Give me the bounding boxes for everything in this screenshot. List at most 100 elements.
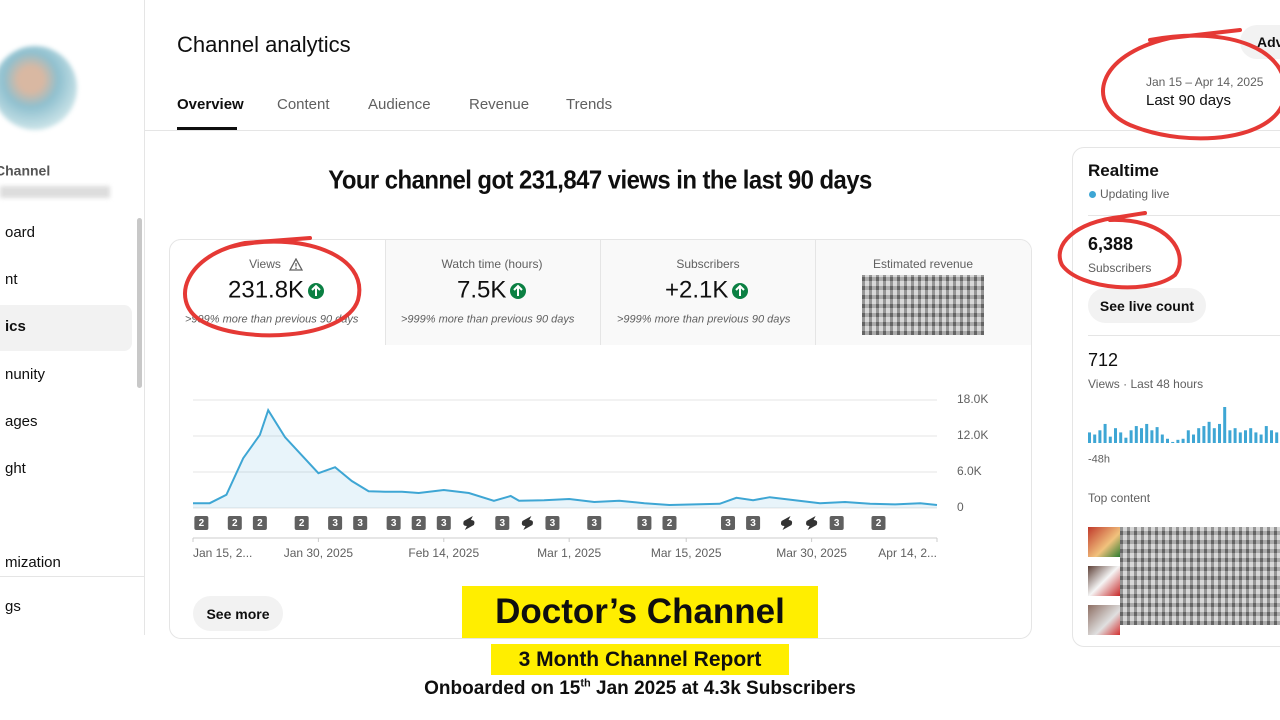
realtime-bar <box>1181 438 1185 443</box>
overlay-subtitle: 3 Month Channel Report <box>491 644 789 675</box>
subscriber-label: Subscribers <box>1088 260 1152 275</box>
realtime-bar <box>1166 438 1169 443</box>
marker-badge <box>545 516 560 530</box>
thumbnail[interactable] <box>1088 566 1120 596</box>
marker-badge <box>227 516 242 530</box>
nav-item[interactable]: mization <box>5 554 61 571</box>
nav-item[interactable]: ics <box>5 318 26 335</box>
marker-badge <box>353 516 368 530</box>
realtime-bar <box>1108 436 1112 443</box>
tab[interactable]: Content <box>277 96 330 113</box>
note-text: Jan 2025 at 4.3k Subscribers <box>590 677 856 699</box>
tab[interactable]: Trends <box>566 96 613 113</box>
overlay-title: Doctor’s Channel <box>462 586 818 638</box>
marker-badge <box>294 516 309 530</box>
upload-marker <box>520 516 535 530</box>
area <box>193 410 937 508</box>
upload-marker: 3 <box>353 516 368 530</box>
marker-label: 2 <box>199 518 205 529</box>
marker-badge <box>871 516 886 530</box>
realtime-bar <box>1129 430 1133 443</box>
marker-badge <box>587 516 602 530</box>
tab[interactable]: Revenue <box>469 96 530 113</box>
overlay-title-text: Doctor’s Channel <box>495 592 785 631</box>
metric-label[interactable]: Subscribers <box>676 256 740 271</box>
thumbnail[interactable] <box>1088 527 1120 557</box>
marker-label: 3 <box>591 518 597 529</box>
marker-label: 3 <box>642 518 648 529</box>
realtime-bar <box>1244 430 1247 443</box>
nav-item[interactable]: ght <box>5 460 26 477</box>
upload-marker: 3 <box>721 516 736 530</box>
x-tick-label: Mar 30, 2025 <box>776 546 847 560</box>
tab[interactable]: Audience <box>368 96 431 113</box>
page-title: Channel analytics <box>177 31 351 57</box>
marker-label: 3 <box>441 518 447 529</box>
channel-subtitle-blurred <box>0 186 110 198</box>
upload-marker <box>461 516 476 530</box>
note-superscript: th <box>580 677 591 690</box>
realtime-bar <box>1119 432 1123 443</box>
realtime-bar <box>1150 430 1154 443</box>
marker-label: 2 <box>232 518 238 529</box>
upload-marker: 3 <box>637 516 652 530</box>
realtime-bar <box>1186 430 1190 443</box>
x-tick-label: Jan 15, 2... <box>193 546 252 560</box>
axis-label: -48h <box>1088 453 1111 466</box>
metric-change: >999% more than previous 90 days <box>617 313 791 326</box>
button-label: See more <box>206 605 270 622</box>
marker-badge <box>746 516 761 530</box>
marker-label: 3 <box>500 518 506 529</box>
marker-badge <box>328 516 343 530</box>
marker-badge <box>436 516 451 530</box>
upload-marker: 3 <box>495 516 510 530</box>
avatar[interactable] <box>0 46 77 130</box>
x-tick-label: Feb 14, 2025 <box>408 546 479 560</box>
nav-item[interactable]: ages <box>5 413 38 430</box>
marker-badge <box>662 516 677 530</box>
nav-item[interactable]: oard <box>5 224 36 241</box>
x-tick-label: Mar 1, 2025 <box>537 546 601 560</box>
realtime-bar <box>1124 437 1128 443</box>
marker-label: 2 <box>299 518 305 529</box>
divider <box>1088 335 1280 336</box>
line <box>193 407 938 507</box>
metric-label[interactable]: Watch time (hours) <box>441 256 543 271</box>
divider <box>815 240 816 345</box>
note-text: Onboarded on 15 <box>424 677 581 699</box>
realtime-bar <box>1176 439 1180 443</box>
nav-item[interactable]: nt <box>5 271 18 288</box>
channel-name: Channel <box>0 162 51 179</box>
realtime-bar <box>1228 430 1232 443</box>
marker-badge <box>721 516 736 530</box>
shorts-icon <box>521 516 533 530</box>
marker-label: 2 <box>876 518 882 529</box>
upload-marker: 3 <box>436 516 451 530</box>
see-more-button[interactable]: See more <box>193 596 283 631</box>
metric-label[interactable]: Estimated revenue <box>872 256 974 271</box>
realtime-bar <box>1238 432 1242 443</box>
thumbnail[interactable] <box>1088 605 1120 635</box>
divider <box>0 576 145 577</box>
realtime-bar <box>1233 428 1237 443</box>
realtime-card <box>1072 147 1280 647</box>
realtime-bar <box>1197 428 1201 443</box>
realtime-bar <box>1103 423 1107 443</box>
nav-item[interactable]: gs <box>5 598 21 615</box>
marker-badge <box>637 516 652 530</box>
upload-marker: 3 <box>386 516 401 530</box>
headline: Your channel got 231,847 views in the la… <box>328 164 872 195</box>
x-tick-label: Jan 30, 2025 <box>284 546 354 560</box>
marker-badge <box>386 516 401 530</box>
nav-item[interactable]: nunity <box>5 366 46 383</box>
upload-marker: 2 <box>662 516 677 530</box>
metric-change: >999% more than previous 90 days <box>401 313 575 326</box>
live-count-button[interactable]: See live count <box>1088 288 1206 323</box>
marker-badge <box>829 516 844 530</box>
metric-value: 7.5K <box>457 276 507 304</box>
realtime-bar <box>1259 434 1263 443</box>
realtime-bar <box>1264 426 1268 443</box>
tab[interactable]: Overview <box>177 96 244 113</box>
